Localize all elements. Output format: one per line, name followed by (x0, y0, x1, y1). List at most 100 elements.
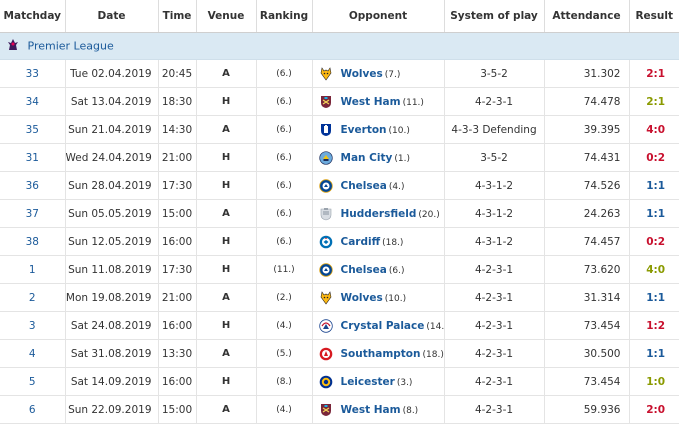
attendance: 73.454 (544, 311, 630, 340)
match-venue: A (196, 283, 257, 312)
result-link[interactable]: 2:1 (646, 95, 665, 108)
club-ranking: (11.) (256, 255, 313, 284)
result-link[interactable]: 0:2 (646, 151, 665, 164)
result-link[interactable]: 1:1 (646, 207, 665, 220)
matchday-link[interactable]: 38 (0, 227, 66, 256)
matchday-link[interactable]: 34 (0, 87, 66, 116)
club-ranking: (6.) (256, 171, 313, 200)
result-link[interactable]: 1:2 (646, 319, 665, 332)
opponent-link[interactable]: Chelsea (340, 263, 387, 276)
table-row[interactable]: 35 Sun 21.04.2019 14:30 A (6.) Everton (10.) 4-… (0, 115, 679, 144)
opponent-link[interactable]: Man City (340, 151, 393, 164)
table-row[interactable]: 4 Sat 31.08.2019 13:30 A (5.) Southampton (18.… (0, 339, 679, 368)
match-date: Sun 28.04.2019 (65, 171, 159, 200)
matchday-link[interactable]: 3 (0, 311, 66, 340)
opponent-link[interactable]: Wolves (340, 67, 383, 80)
table-row[interactable]: 31 Wed 24.04.2019 21:00 H (6.) Man City (1.) 3-… (0, 143, 679, 172)
match-venue: A (196, 199, 257, 228)
table-row[interactable]: 33 Tue 02.04.2019 20:45 A (6.) Wolves (7.) 3-5-… (0, 59, 679, 88)
table-row[interactable]: 1 Sun 11.08.2019 17:30 H (11.) Chelsea (6.) 4-2… (0, 255, 679, 284)
opponent-cell: Cardiff (18.) (312, 227, 445, 256)
table-row[interactable]: 5 Sat 14.09.2019 16:00 H (8.) Leicester (3.) 4-… (0, 367, 679, 396)
westham-crest-icon[interactable] (319, 403, 333, 417)
opponent-cell: Everton (10.) (312, 115, 445, 144)
opponent-link[interactable]: Wolves (340, 291, 383, 304)
matchday-link[interactable]: 31 (0, 143, 66, 172)
westham-crest-icon[interactable] (319, 95, 333, 109)
col-header-date[interactable]: Date (65, 0, 159, 33)
cardiff-crest-icon[interactable] (319, 235, 333, 249)
col-header-matchday[interactable]: Matchday (0, 0, 66, 33)
opponent-cell: Leicester (3.) (312, 367, 445, 396)
col-header-time[interactable]: Time (158, 0, 197, 33)
attendance: 59.936 (544, 395, 630, 424)
matchday-link[interactable]: 5 (0, 367, 66, 396)
club-ranking: (6.) (256, 59, 313, 88)
opponent-link[interactable]: Leicester (340, 375, 395, 388)
result-link[interactable]: 1:1 (646, 291, 665, 304)
result-cell: 1:1 (629, 339, 679, 368)
chelsea-crest-icon[interactable] (318, 262, 333, 277)
everton-crest-icon[interactable] (319, 123, 333, 137)
result-link[interactable]: 1:0 (646, 375, 665, 388)
result-link[interactable]: 1:1 (646, 179, 665, 192)
matchday-link[interactable]: 1 (0, 255, 66, 284)
match-venue: H (196, 171, 257, 200)
opponent-cell: Wolves (7.) (312, 59, 445, 88)
match-venue: A (196, 59, 257, 88)
result-link[interactable]: 4:0 (646, 123, 665, 136)
opponent-link[interactable]: Huddersfield (340, 207, 417, 220)
league-name[interactable]: Premier League (27, 39, 114, 52)
result-link[interactable]: 4:0 (646, 263, 665, 276)
result-cell: 2:0 (629, 395, 679, 424)
match-venue: H (196, 255, 257, 284)
attendance: 74.431 (544, 143, 630, 172)
col-header-system[interactable]: System of play (444, 0, 545, 33)
col-header-attendance[interactable]: Attendance (544, 0, 630, 33)
result-link[interactable]: 2:0 (646, 403, 665, 416)
col-header-venue[interactable]: Venue (196, 0, 257, 33)
opponent-link[interactable]: Cardiff (340, 235, 381, 248)
leicester-crest-icon[interactable] (319, 375, 333, 389)
result-link[interactable]: 2:1 (646, 67, 665, 80)
table-row[interactable]: 6 Sun 22.09.2019 15:00 A (4.) West Ham (8.) 4-2… (0, 395, 679, 424)
chelsea-crest-icon[interactable] (318, 178, 333, 193)
table-row[interactable]: 38 Sun 12.05.2019 16:00 H (6.) Cardiff (18.) 4-… (0, 227, 679, 256)
col-header-result[interactable]: Result (629, 0, 679, 33)
southampton-crest-icon[interactable] (319, 347, 333, 361)
attendance: 24.263 (544, 199, 630, 228)
system-of-play: 4-2-3-1 (444, 255, 545, 284)
match-date: Mon 19.08.2019 (65, 283, 159, 312)
result-link[interactable]: 1:1 (646, 347, 665, 360)
table-row[interactable]: 36 Sun 28.04.2019 17:30 H (6.) Chelsea (4.) 4-3… (0, 171, 679, 200)
matchday-link[interactable]: 36 (0, 171, 66, 200)
opponent-link[interactable]: Everton (340, 123, 387, 136)
table-row[interactable]: 2 Mon 19.08.2019 21:00 A (2.) Wolves (10.) 4-2-… (0, 283, 679, 312)
col-header-ranking[interactable]: Ranking (256, 0, 313, 33)
opponent-link[interactable]: Chelsea (340, 179, 387, 192)
opponent-link[interactable]: West Ham (340, 403, 401, 416)
wolves-crest-icon[interactable] (319, 290, 333, 305)
attendance: 73.454 (544, 367, 630, 396)
table-row[interactable]: 34 Sat 13.04.2019 18:30 H (6.) West Ham (11.) 4… (0, 87, 679, 116)
table-row[interactable]: 3 Sat 24.08.2019 16:00 H (4.) Crystal Palace(… (0, 311, 679, 340)
huddersfield-crest-icon[interactable] (319, 207, 333, 221)
matchday-link[interactable]: 2 (0, 283, 66, 312)
matchday-link[interactable]: 6 (0, 395, 66, 424)
matchday-link[interactable]: 37 (0, 199, 66, 228)
opponent-ranking: (4.) (388, 181, 405, 192)
matchday-link[interactable]: 33 (0, 59, 66, 88)
opponent-link[interactable]: Southampton (340, 347, 421, 360)
table-row[interactable]: 37 Sun 05.05.2019 15:00 A (6.) Huddersfield (2… (0, 199, 679, 228)
opponent-link[interactable]: Crystal Palace (340, 319, 425, 332)
mancity-crest-icon[interactable] (318, 150, 333, 165)
wolves-crest-icon[interactable] (319, 66, 333, 81)
result-link[interactable]: 0:2 (646, 235, 665, 248)
matchday-link[interactable]: 35 (0, 115, 66, 144)
result-cell: 0:2 (629, 227, 679, 256)
match-venue: A (196, 115, 257, 144)
col-header-opponent[interactable]: Opponent (312, 0, 445, 33)
matchday-link[interactable]: 4 (0, 339, 66, 368)
opponent-link[interactable]: West Ham (340, 95, 401, 108)
palace-crest-icon[interactable] (318, 318, 333, 333)
